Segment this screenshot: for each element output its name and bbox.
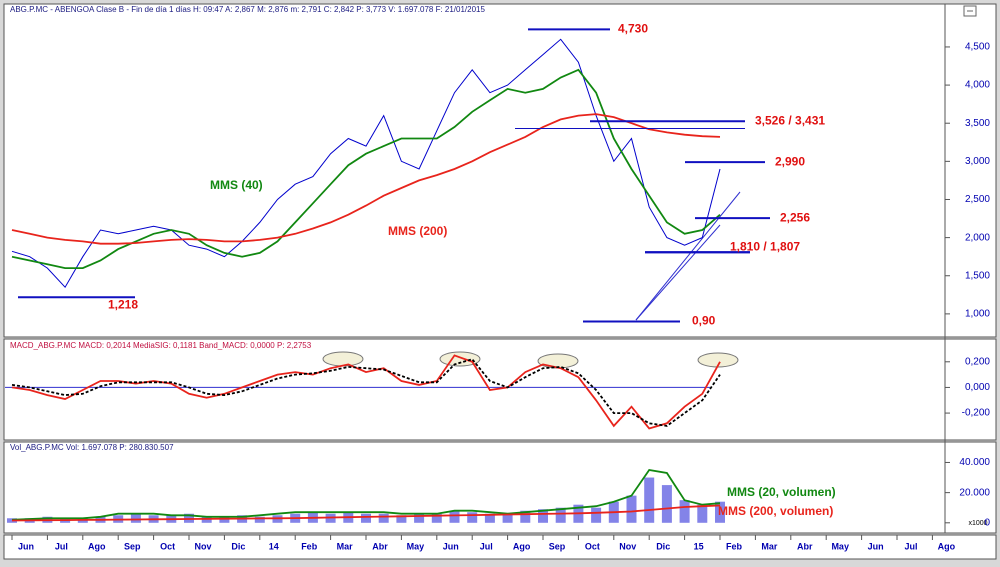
series-line — [11, 113, 721, 245]
trend-line — [635, 224, 721, 321]
x-tick-label: Ago — [513, 541, 531, 551]
bar — [378, 513, 389, 523]
x-tick-label: Mar — [337, 541, 354, 551]
y-tick-label: 3,500 — [965, 118, 990, 129]
bar — [414, 513, 425, 523]
y-tick-label: 2,000 — [965, 232, 990, 243]
x-tick-label: Jun — [443, 541, 459, 551]
x-tick-label: Nov — [619, 541, 636, 551]
x-tick-label: Jul — [904, 541, 917, 551]
annotation-label: 1,218 — [108, 297, 138, 311]
bar — [449, 510, 460, 523]
x-tick-label: Oct — [160, 541, 175, 551]
series-line — [11, 504, 721, 522]
series-line — [11, 469, 721, 521]
y-tick-label: 20.000 — [959, 487, 990, 498]
x-tick-label: 14 — [269, 541, 279, 551]
x-tick-label: May — [831, 541, 849, 551]
bar — [396, 515, 407, 523]
x-tick-label: 15 — [694, 541, 704, 551]
series-label: MMS (200) — [388, 224, 447, 238]
unit-label: x1000 — [968, 520, 987, 527]
y-tick-label: 4,000 — [965, 80, 990, 91]
legend-label: MMS (20, volumen) — [727, 485, 836, 499]
x-tick-label: Feb — [726, 541, 743, 551]
price-panel — [3, 3, 997, 338]
bar — [679, 500, 690, 523]
bar — [361, 513, 371, 523]
bar — [7, 518, 17, 523]
annotation-label: 2,990 — [775, 154, 805, 168]
y-tick-label: 2,500 — [965, 194, 990, 205]
x-tick-label: Dic — [231, 541, 245, 551]
y-tick-label: 0,000 — [965, 382, 990, 393]
series-line — [11, 358, 721, 427]
bar — [502, 513, 513, 523]
bar — [467, 512, 478, 523]
x-tick-label: Feb — [301, 541, 318, 551]
x-tick-label: Dic — [656, 541, 670, 551]
x-tick-label: Nov — [194, 541, 211, 551]
annotation-label: 0,90 — [692, 314, 716, 328]
y-tick-label: 4,500 — [965, 42, 990, 53]
peak-marker — [537, 353, 579, 369]
panel-title: MACD_ABG.P.MC MACD: 0,2014 MediaSIG: 0,1… — [10, 341, 312, 350]
y-tick-label: 40.000 — [959, 457, 990, 468]
annotation-label: 2,256 — [780, 210, 810, 224]
trend-line — [635, 191, 741, 321]
x-tick-label: Jun — [868, 541, 884, 551]
bar — [538, 509, 548, 523]
y-tick-label: 1,500 — [965, 270, 990, 281]
x-tick-label: Ago — [938, 541, 956, 551]
bar — [644, 477, 655, 523]
x-tick-label: May — [407, 541, 425, 551]
bar — [697, 504, 708, 523]
x-tick-label: Abr — [797, 541, 813, 551]
y-tick-label: 3,000 — [965, 156, 990, 167]
x-tick-label: Mar — [761, 541, 778, 551]
x-axis-panel — [3, 534, 997, 560]
series-line — [11, 38, 721, 289]
macd-panel — [3, 338, 997, 441]
annotation-label: 3,526 / 3,431 — [755, 113, 825, 127]
bar — [520, 510, 531, 523]
chart-title: ABG.P.MC - ABENGOA Clase B - Fin de día … — [10, 5, 485, 14]
peak-marker — [322, 351, 364, 367]
annotation-label: 1,810 / 1,807 — [730, 239, 800, 253]
annotation-label: 4,730 — [618, 22, 648, 36]
bar — [591, 507, 602, 523]
y-tick-label: 0 — [984, 517, 990, 528]
bar — [555, 507, 566, 523]
x-tick-label: Sep — [549, 541, 566, 551]
x-tick-label: Jun — [18, 541, 34, 551]
y-tick-label: 1,000 — [965, 309, 990, 320]
bar — [661, 485, 672, 523]
x-tick-label: Ago — [88, 541, 106, 551]
legend-label: MMS (200, volumen) — [718, 504, 833, 518]
bar — [626, 495, 637, 523]
bar — [715, 501, 725, 523]
x-tick-label: Jul — [480, 541, 493, 551]
bar — [431, 513, 442, 523]
bar — [219, 516, 230, 523]
x-tick-label: Abr — [372, 541, 388, 551]
y-tick-label: -0,200 — [962, 408, 991, 419]
bar — [130, 513, 141, 523]
y-tick-label: 0,200 — [965, 356, 990, 367]
bar — [484, 513, 495, 523]
x-tick-label: Sep — [124, 541, 141, 551]
panel-title: Vol_ABG.P.MC Vol: 1.697.078 P: 280.830.5… — [10, 443, 174, 452]
x-tick-label: Oct — [585, 541, 600, 551]
bar — [254, 516, 265, 523]
series-label: MMS (40) — [210, 178, 263, 192]
x-tick-label: Jul — [55, 541, 68, 551]
